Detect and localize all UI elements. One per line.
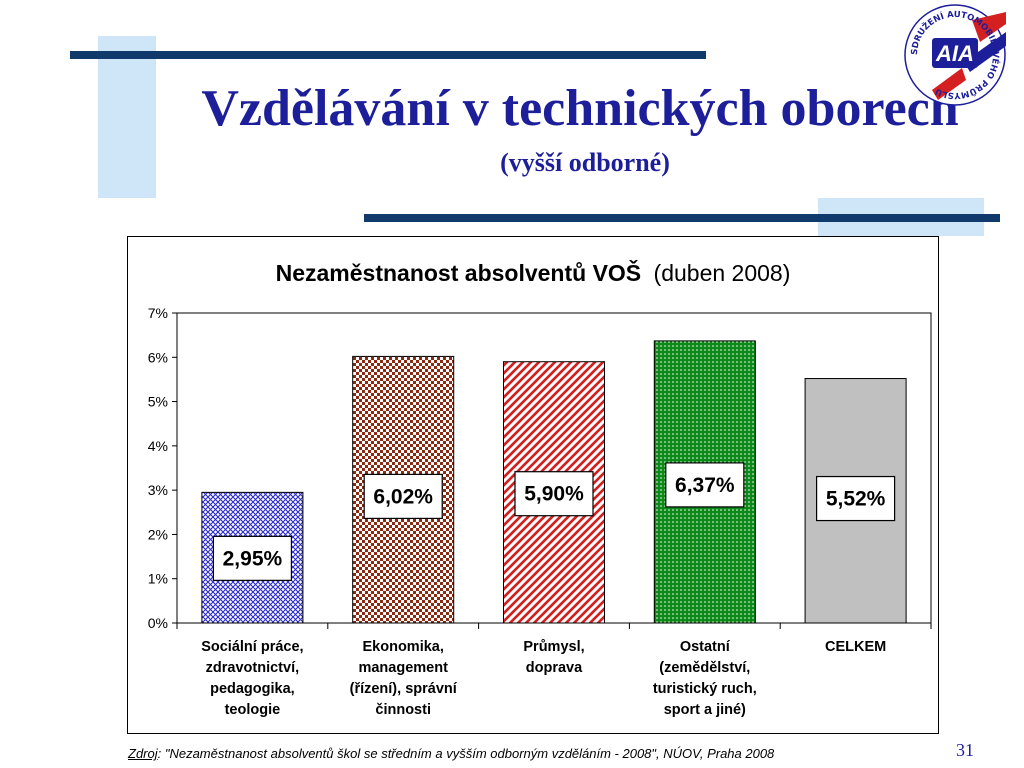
decorative-top-rule [70, 51, 706, 59]
category-label: Ekonomika, [363, 639, 444, 655]
y-tick-label: 2% [148, 526, 168, 542]
logo-text: AIA [935, 41, 974, 66]
category-label: činnosti [375, 702, 431, 718]
category-label: Průmysl, [523, 639, 584, 655]
chart-title-bold: Nezaměstnanost absolventů VOŠ [276, 259, 642, 286]
page-number: 31 [956, 740, 974, 760]
category-label: CELKEM [825, 639, 886, 655]
value-label-box [514, 471, 594, 517]
category-label: (řízení), správní [350, 681, 458, 697]
source-text: : "Nezaměstnanost absolventů škol se stř… [157, 746, 775, 761]
category-label: turistický ruch, [653, 681, 757, 697]
value-label-box [212, 535, 293, 581]
category-label: Ostatní [680, 639, 731, 655]
value-label: 6,37% [675, 474, 735, 497]
category-label: sport a jiné) [664, 702, 746, 718]
y-tick-label: 4% [148, 438, 168, 454]
slide-title: Vzdělávání v technických oborech [201, 80, 959, 137]
value-label-box [815, 475, 896, 522]
y-tick-label: 1% [148, 571, 168, 587]
source-label: Zdroj [128, 746, 158, 761]
chart-title-date: (duben 2008) [654, 260, 791, 286]
y-tick-label: 7% [148, 305, 168, 321]
y-tick-label: 5% [148, 394, 168, 410]
category-label: zdravotnictví, [206, 660, 299, 676]
chart-title: Nezaměstnanost absolventů VOŠ (duben 200… [276, 259, 791, 286]
value-label: 6,02% [373, 485, 433, 508]
decorative-bottom-rule [364, 214, 1000, 222]
y-tick-label: 3% [148, 482, 168, 498]
category-label: management [358, 660, 448, 676]
category-label: (zemědělství, [659, 660, 750, 676]
category-label: pedagogika, [210, 681, 295, 697]
slide-subtitle: (vyšší odborné) [500, 148, 670, 177]
category-label: Sociální práce, [201, 639, 303, 655]
value-label-box [665, 462, 745, 508]
chart-frame: Nezaměstnanost absolventů VOŠ (duben 200… [127, 236, 939, 734]
value-label: 5,52% [826, 488, 886, 511]
bar-chart: Nezaměstnanost absolventů VOŠ (duben 200… [148, 259, 932, 718]
source-note: Zdroj: "Nezaměstnanost absolventů škol s… [128, 746, 774, 761]
value-label-box [363, 473, 443, 519]
category-label: doprava [526, 660, 583, 676]
category-label: teologie [225, 702, 281, 718]
decorative-vertical-block [98, 36, 156, 198]
value-label: 2,95% [223, 547, 283, 570]
y-tick-label: 6% [148, 349, 168, 365]
aia-logo: SDRUŽENÍ AUTOMOBILOVÉHO PRŮMYSLU AIA [904, 4, 1006, 106]
y-tick-label: 0% [148, 615, 168, 631]
value-label: 5,90% [524, 483, 584, 506]
